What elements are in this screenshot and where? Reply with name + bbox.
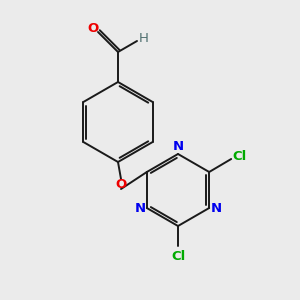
Text: Cl: Cl [171, 250, 185, 262]
Text: O: O [116, 178, 127, 191]
Text: O: O [87, 22, 99, 35]
Text: N: N [172, 140, 184, 154]
Text: N: N [134, 202, 146, 214]
Text: Cl: Cl [232, 149, 246, 163]
Text: N: N [211, 202, 222, 214]
Text: H: H [139, 32, 149, 44]
